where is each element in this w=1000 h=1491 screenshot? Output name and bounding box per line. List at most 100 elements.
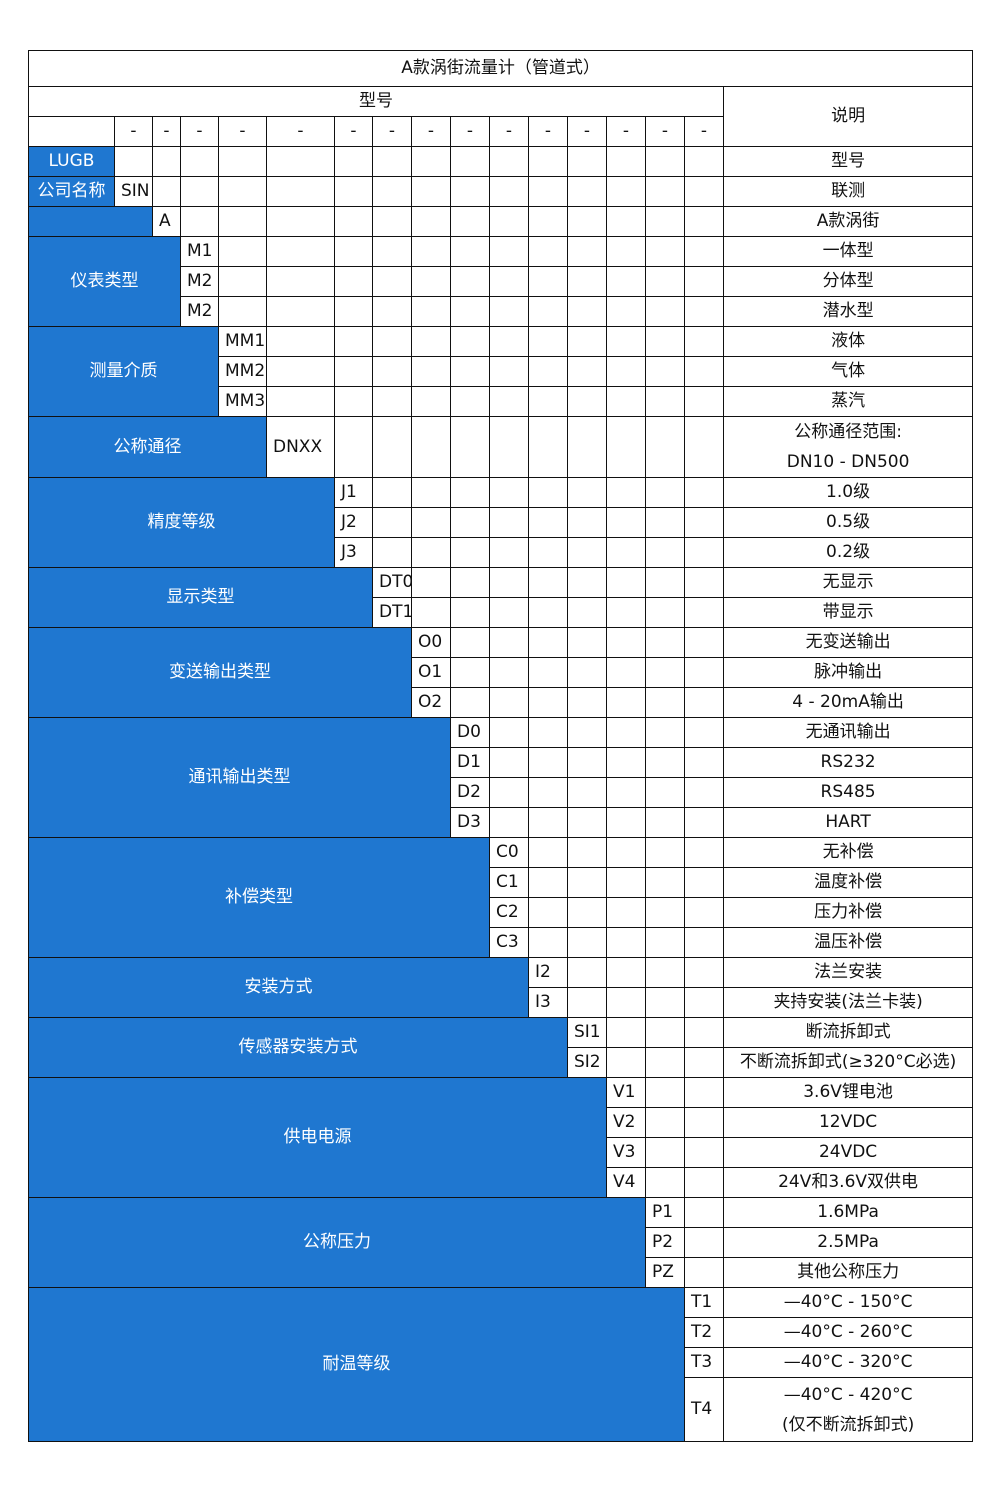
blank-cell — [684, 897, 724, 928]
option-code: P1 — [645, 1197, 685, 1228]
blank-cell — [528, 777, 568, 808]
blank-cell — [645, 837, 685, 868]
blank-cell — [606, 477, 646, 508]
blank-cell — [606, 416, 646, 478]
blank-cell — [218, 236, 267, 267]
group-label: 仪表类型 — [28, 236, 181, 327]
blank-cell — [489, 567, 529, 598]
table-row: T3 —40°C - 320°C — [29, 1347, 974, 1378]
blank-cell — [567, 146, 607, 177]
option-description: 法兰安装 — [722, 957, 974, 988]
blank-cell — [411, 176, 451, 207]
blank-cell — [567, 537, 607, 568]
blank-cell — [334, 236, 373, 267]
separator-cell: - — [152, 116, 181, 147]
blank-cell — [684, 777, 724, 808]
blank-cell — [684, 927, 724, 958]
blank-cell — [684, 567, 724, 598]
blank-cell — [684, 687, 724, 718]
blank-cell — [684, 1107, 724, 1138]
separator-cell: - — [372, 116, 412, 147]
blank-cell — [528, 507, 568, 538]
option-code: D0 — [450, 717, 490, 748]
option-code: J3 — [334, 537, 373, 568]
blank-cell — [567, 236, 607, 267]
blank-cell — [567, 386, 607, 417]
option-description: —40°C - 320°C — [722, 1347, 974, 1378]
group-label — [28, 206, 153, 237]
blank-cell — [645, 296, 685, 327]
option-description: 压力补偿 — [722, 897, 974, 928]
table-row: 安装方式 I2 法兰安装 — [28, 957, 974, 1018]
option-code: MM2 — [218, 356, 267, 387]
blank-cell — [606, 1017, 646, 1048]
blank-cell — [528, 537, 568, 568]
blank-cell — [489, 477, 529, 508]
blank-cell — [645, 1077, 685, 1108]
blank-cell — [372, 296, 412, 327]
option-description: HART — [722, 807, 974, 838]
table-row: M2 潜水型 — [29, 296, 974, 327]
option-code: D3 — [450, 807, 490, 838]
blank-cell — [684, 957, 724, 988]
table-row: 供电电源 V1 3.6V锂电池 — [28, 1077, 974, 1198]
table-row: V3 24VDC — [29, 1137, 974, 1168]
blank-cell — [645, 897, 685, 928]
blank-cell — [372, 386, 412, 417]
blank-cell — [645, 266, 685, 297]
option-code: T2 — [684, 1317, 724, 1348]
blank-cell — [567, 597, 607, 628]
blank-cell — [411, 326, 451, 357]
blank-cell — [411, 386, 451, 417]
blank-cell — [606, 627, 646, 658]
blank-cell — [684, 1137, 724, 1168]
blank-cell — [528, 657, 568, 688]
blank-cell — [606, 837, 646, 868]
option-description: —40°C - 260°C — [722, 1317, 974, 1348]
blank-cell — [645, 657, 685, 688]
option-description: 0.2级 — [722, 537, 974, 568]
blank-cell — [645, 717, 685, 748]
table-row: 传感器安装方式 SI1 断流拆卸式 — [28, 1017, 974, 1078]
blank-cell — [645, 777, 685, 808]
description-line: 公称通径范围: — [794, 422, 902, 442]
blank-cell — [567, 687, 607, 718]
option-description: 0.5级 — [722, 507, 974, 538]
blank-cell — [334, 176, 373, 207]
blank-cell — [489, 146, 529, 177]
blank-cell — [489, 717, 529, 748]
blank-cell — [645, 927, 685, 958]
group-label: 耐温等级 — [28, 1287, 685, 1442]
blank-cell — [489, 507, 529, 538]
blank-cell — [528, 807, 568, 838]
description-header: 说明 — [722, 86, 974, 147]
description-line: DN10 - DN500 — [786, 452, 910, 472]
option-description: 1.6MPa — [722, 1197, 974, 1228]
group-label: 公司名称 — [28, 176, 115, 207]
blank-cell — [606, 717, 646, 748]
option-description: 不断流拆卸式(≥320°C必选) — [722, 1047, 974, 1078]
option-code: T4 — [684, 1377, 724, 1442]
blank-cell — [528, 356, 568, 387]
blank-cell — [684, 356, 724, 387]
group-label: 补偿类型 — [28, 837, 490, 958]
separator-cell: - — [489, 116, 529, 147]
blank-cell — [489, 326, 529, 357]
blank-cell — [180, 206, 219, 237]
blank-cell — [489, 657, 529, 688]
table-row: T2 —40°C - 260°C — [29, 1317, 974, 1348]
option-description: 型号 — [722, 146, 974, 177]
option-description: 4 - 20mA输出 — [722, 687, 974, 718]
blank-cell — [606, 987, 646, 1018]
blank-cell — [684, 867, 724, 898]
option-description: RS485 — [722, 777, 974, 808]
blank-cell — [334, 206, 373, 237]
blank-cell — [372, 206, 412, 237]
table-row: 耐温等级 T1 —40°C - 150°C — [28, 1287, 974, 1442]
option-description: 联测 — [722, 176, 974, 207]
blank-cell — [567, 356, 607, 387]
option-description: 潜水型 — [722, 296, 974, 327]
blank-cell — [684, 386, 724, 417]
blank-cell — [645, 1167, 685, 1198]
blank-cell — [411, 296, 451, 327]
